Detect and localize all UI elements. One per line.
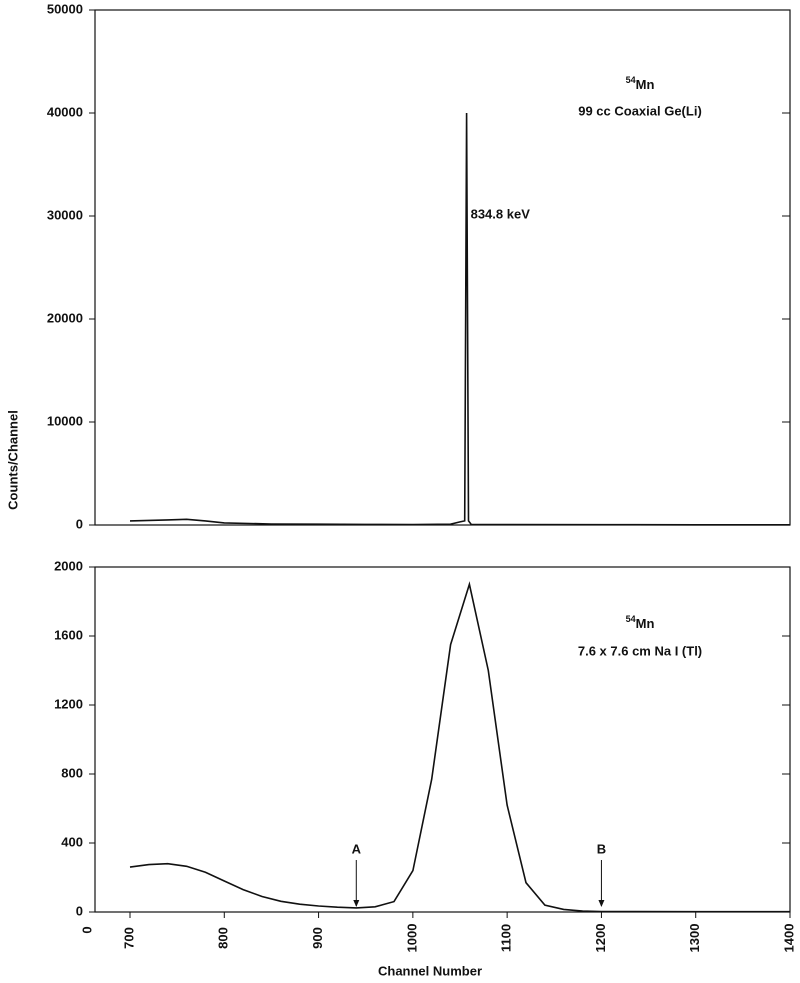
marker-annotation: A [352,841,362,856]
y-tick-label: 1600 [54,627,83,642]
y-tick-label: 50000 [47,1,83,16]
y-tick-label: 400 [61,834,83,849]
source-element: Mn [636,77,655,92]
x-tick-label: 1000 [404,924,419,953]
y-tick-label: 0 [76,903,83,918]
source-superscript: 54 [626,75,636,85]
x-tick-label: 1300 [687,924,702,953]
marker-arrowhead [353,900,360,907]
source-label: 54Mn [626,614,655,631]
y-tick-label: 10000 [47,413,83,428]
y-axis-label: Counts/Channel [5,410,20,510]
y-tick-label: 2000 [54,558,83,573]
source-element: Mn [636,616,655,631]
marker-annotation: B [597,841,606,856]
x-tick-label: 1400 [781,924,796,953]
y-tick-label: 1200 [54,696,83,711]
plot-frame [94,566,791,913]
source-label: 54Mn [626,75,655,92]
x-tick-label: 1200 [593,924,608,953]
x-tick-label: 900 [310,927,325,949]
detector-label: 7.6 x 7.6 cm Na I (Tl) [578,643,702,658]
y-tick-label: 30000 [47,207,83,222]
source-superscript: 54 [626,614,636,624]
marker-arrowhead [598,900,605,907]
spectrum-line [129,112,790,526]
y-tick-label: 0 [76,516,83,531]
x-tick-label: 800 [216,927,231,949]
spectrum-line [129,581,790,913]
x-axis-label: Channel Number [378,963,482,978]
detector-label: 99 cc Coaxial Ge(Li) [578,103,702,118]
y-tick-label: 800 [61,765,83,780]
x-origin-label: 0 [79,926,94,933]
y-tick-label: 40000 [47,104,83,119]
x-tick-label: 1100 [499,924,514,952]
x-tick-label: 700 [121,927,136,949]
y-tick-label: 20000 [47,310,83,325]
peak-annotation: 834.8 keV [471,206,531,221]
plot-frame [94,9,791,526]
